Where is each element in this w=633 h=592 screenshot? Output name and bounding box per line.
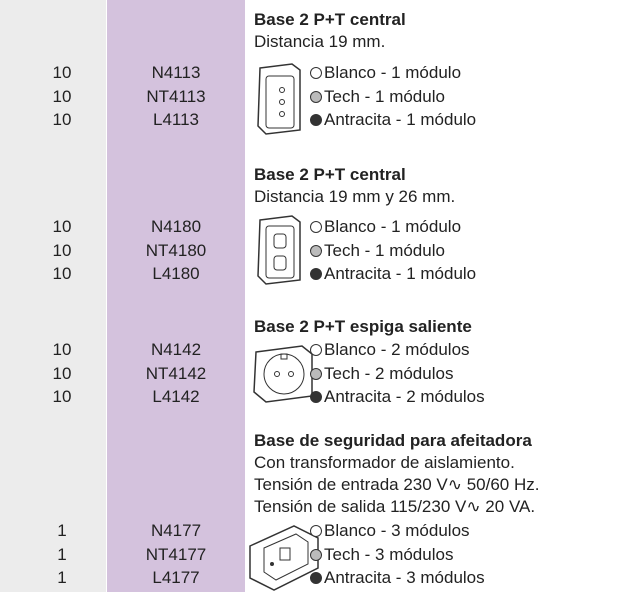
product-code: N4142 <box>150 340 202 359</box>
color-dot <box>310 367 322 380</box>
quantity: 10 <box>52 340 72 359</box>
quantity: 1 <box>57 568 67 587</box>
color-dot <box>310 221 322 233</box>
variant-label: Antracita - 1 módulo <box>324 264 477 283</box>
product-code: N4180 <box>150 217 202 236</box>
color-dot <box>310 344 322 356</box>
variant-label: Blanco - 1 módulo <box>324 63 462 82</box>
color-dot <box>310 90 322 103</box>
section-title: Base 2 P+T espiga saliente <box>254 317 472 336</box>
variant-label: Antracita - 3 módulos <box>324 568 485 587</box>
quantity: 10 <box>52 217 72 236</box>
product-code: N4113 <box>151 63 201 82</box>
product-code: L4142 <box>152 387 200 406</box>
product-code: NT4177 <box>145 544 207 564</box>
quantity: 1 <box>57 521 67 540</box>
section-note: Distancia 19 mm. <box>254 32 386 51</box>
code-column <box>107 0 245 592</box>
quantity: 10 <box>52 363 72 383</box>
section-note: Tensión de entrada 230 V∿ 50/60 Hz. <box>254 475 540 494</box>
variant-label: Antracita - 2 módulos <box>324 387 485 406</box>
section-note: Con transformador de aislamiento. <box>254 453 515 472</box>
product-code: NT4113 <box>146 86 206 106</box>
quantity-column <box>0 0 106 592</box>
variant-label: Antracita - 1 módulo <box>324 110 477 129</box>
quantity: 10 <box>52 110 72 129</box>
variant-label: Tech - 2 módulos <box>324 363 454 383</box>
quantity: 10 <box>52 387 72 406</box>
section-note: Tensión de salida 115/230 V∿ 20 VA. <box>254 497 536 516</box>
color-dot <box>310 268 322 280</box>
section-title: Base 2 P+T central <box>254 10 406 29</box>
product-image <box>257 215 301 285</box>
product-code: L4113 <box>152 110 199 129</box>
quantity: 1 <box>57 544 67 564</box>
color-dot <box>310 525 322 537</box>
product-image <box>249 525 319 591</box>
section-title: Base 2 P+T central <box>254 165 406 184</box>
product-code: L4177 <box>152 568 200 587</box>
product-code: NT4142 <box>145 363 207 383</box>
color-dot <box>310 114 322 126</box>
product-code: N4177 <box>150 521 202 540</box>
product-image <box>253 345 313 403</box>
color-dot <box>310 391 322 403</box>
variant-label: Tech - 1 módulo <box>324 86 445 106</box>
variant-label: Blanco - 3 módulos <box>324 521 470 540</box>
product-code: NT4180 <box>145 240 207 260</box>
section-note: Distancia 19 mm y 26 mm. <box>254 187 456 206</box>
variant-label: Tech - 3 módulos <box>324 544 454 564</box>
quantity: 10 <box>52 63 72 82</box>
variant-label: Blanco - 2 módulos <box>324 340 470 359</box>
quantity: 10 <box>52 264 72 283</box>
product-code: L4180 <box>152 264 200 283</box>
quantity: 10 <box>52 240 72 260</box>
product-image <box>257 63 301 135</box>
variant-label: Tech - 1 módulo <box>324 240 445 260</box>
color-dot <box>310 548 322 561</box>
color-dot <box>310 244 322 257</box>
variant-label: Blanco - 1 módulo <box>324 217 462 236</box>
color-dot <box>310 67 322 79</box>
color-dot <box>310 572 322 584</box>
quantity: 10 <box>52 86 72 106</box>
section-title: Base de seguridad para afeitadora <box>254 431 532 450</box>
